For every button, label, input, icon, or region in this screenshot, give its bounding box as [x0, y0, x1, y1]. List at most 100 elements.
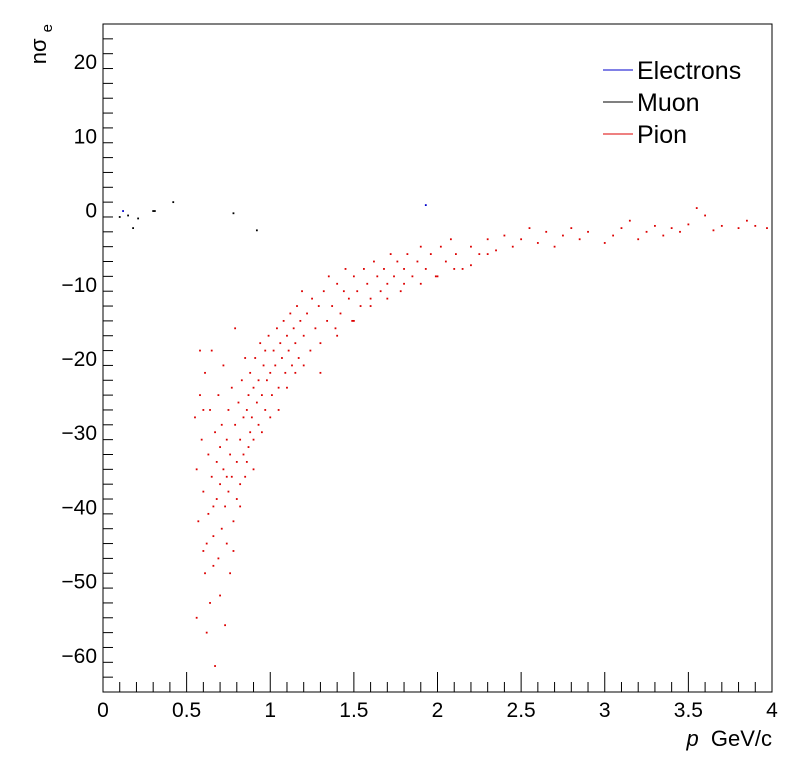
data-point-pion [195, 468, 198, 471]
data-point-pion [570, 227, 573, 230]
data-point-pion [227, 409, 230, 411]
data-point-pion [212, 505, 215, 508]
y-tick-label: 20 [74, 51, 97, 74]
data-point-pion [277, 409, 280, 411]
data-point-pion [444, 260, 447, 263]
data-point-pion [453, 268, 456, 270]
data-point-pion [254, 357, 257, 359]
data-point-pion [720, 224, 723, 227]
data-point-pion [383, 268, 385, 270]
data-point-pion [712, 229, 715, 232]
data-point-pion [369, 305, 372, 307]
data-point-pion [461, 268, 464, 270]
data-point-pion [294, 371, 297, 374]
data-point-pion [359, 305, 362, 307]
data-points [118, 201, 768, 667]
data-point-pion [252, 468, 255, 471]
data-point-pion [230, 386, 233, 389]
data-point-pion [294, 342, 297, 345]
data-point-pion [334, 327, 337, 330]
data-point-pion [366, 282, 369, 285]
axis-tick-labels: 0 0.5 1 1.5 2 2.5 3 3.5 4 −60 −50 −40 −30 −20 −10 0 10 20 [61, 51, 778, 722]
data-point-pion [612, 234, 615, 237]
data-point-pion [204, 572, 206, 575]
data-point-pion [202, 550, 205, 552]
data-point-pion [628, 219, 631, 222]
data-point-pion [214, 431, 216, 434]
data-point-pion [204, 371, 206, 374]
data-point-pion [200, 438, 203, 441]
data-point-pion [212, 564, 215, 567]
data-point-pion [352, 319, 355, 322]
x-tick-label: 4 [766, 699, 778, 722]
data-point-pion [403, 282, 405, 285]
data-point-pion [229, 453, 232, 456]
data-point-pion [234, 327, 237, 330]
data-point-pion [289, 312, 292, 315]
data-point-pion [205, 631, 208, 634]
data-point-pion [225, 475, 228, 478]
data-point-pion [252, 386, 255, 389]
data-point-pion [239, 438, 242, 441]
data-point-pion [363, 268, 365, 270]
y-tick-label: 0 [85, 200, 97, 223]
data-point-pion [754, 224, 757, 227]
data-point-pion [553, 245, 556, 248]
data-point-electrons [424, 204, 427, 207]
data-point-pion [205, 542, 208, 545]
data-point-pion [212, 535, 215, 538]
data-point-pion [620, 227, 623, 230]
data-point-muon [137, 217, 140, 220]
legend-label-pion: Pion [637, 121, 687, 149]
data-point-pion [331, 305, 334, 307]
data-point-pion [194, 416, 196, 419]
data-point-pion [478, 253, 481, 255]
data-point-pion [287, 349, 290, 352]
data-point-pion [271, 394, 273, 397]
data-point-pion [356, 290, 359, 293]
x-tick-label: 1.5 [339, 699, 368, 722]
data-point-pion [199, 349, 201, 352]
data-point-pion [242, 416, 245, 419]
data-point-pion [260, 394, 263, 397]
data-point-pion [209, 409, 211, 411]
data-point-pion [267, 334, 270, 337]
data-point-pion [224, 505, 226, 508]
data-point-pion [319, 371, 322, 374]
data-point-pion [322, 290, 325, 293]
data-point-pion [327, 275, 330, 278]
data-point-pion [259, 342, 262, 345]
data-point-pion [297, 357, 300, 359]
data-point-pion [250, 416, 253, 419]
data-point-pion [637, 238, 640, 241]
data-point-pion [220, 423, 223, 426]
data-point-pion [257, 423, 260, 426]
x-tick-label: 2 [432, 699, 444, 722]
data-point-pion [545, 230, 548, 233]
data-point-pion [317, 305, 320, 307]
data-point-pion [264, 349, 267, 352]
x-tick-label: 0.5 [172, 699, 201, 722]
data-point-pion [687, 223, 690, 226]
data-point-pion [210, 349, 213, 352]
data-point-pion [470, 264, 472, 267]
data-point-pion [222, 468, 225, 471]
data-point-pion [503, 234, 506, 237]
data-point-pion [260, 431, 263, 434]
data-point-pion [411, 275, 414, 278]
data-point-pion [296, 305, 298, 307]
data-point-pion [603, 242, 606, 244]
data-point-pion [217, 557, 220, 560]
data-point-electrons [122, 210, 124, 212]
data-point-pion [399, 290, 402, 293]
data-point-pion [286, 334, 288, 337]
data-point-pion [219, 594, 221, 597]
data-point-pion [224, 624, 226, 627]
data-point-pion [429, 253, 432, 255]
data-point-pion [393, 275, 395, 278]
data-point-pion [262, 364, 265, 367]
data-point-pion [311, 297, 313, 300]
data-point-pion [766, 227, 768, 230]
data-point-pion [486, 238, 489, 241]
